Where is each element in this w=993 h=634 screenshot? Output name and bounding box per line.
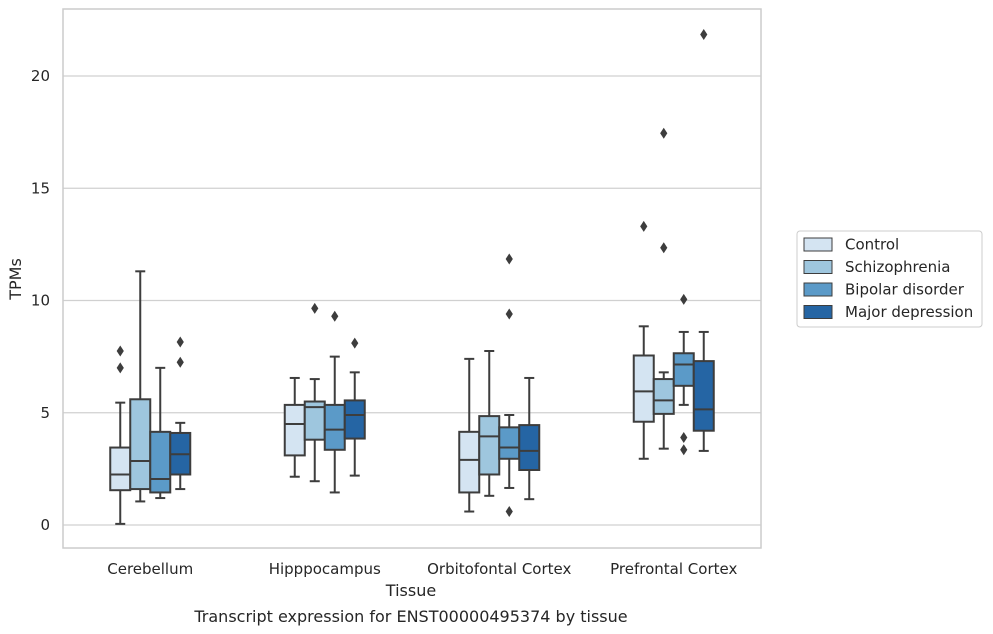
y-tick-labels: 0 5 10 15 20	[31, 67, 50, 534]
box-group	[652, 127, 675, 450]
box	[692, 360, 715, 432]
outlier-point	[311, 302, 319, 314]
box-group	[458, 357, 481, 513]
y-tick-label: 20	[31, 67, 50, 85]
outlier-point	[176, 336, 184, 348]
box-group	[518, 376, 541, 501]
y-tick-label: 5	[40, 404, 50, 422]
box-group	[283, 376, 306, 478]
box-group	[323, 310, 346, 494]
chart-caption: Transcript expression for ENST0000049537…	[193, 607, 627, 626]
box	[652, 378, 675, 415]
box	[109, 446, 132, 492]
box	[518, 424, 541, 471]
box	[129, 398, 152, 491]
box-group	[498, 253, 521, 518]
box-group	[169, 336, 192, 491]
outlier-point	[505, 308, 513, 320]
box	[632, 354, 655, 423]
legend-label: Schizophrenia	[845, 258, 950, 276]
box-group	[672, 293, 695, 456]
box	[149, 430, 172, 494]
x-axis-label: Tissue	[385, 581, 436, 600]
box-group	[129, 270, 152, 503]
legend-swatch	[803, 282, 833, 297]
box-group	[149, 366, 172, 500]
box	[498, 426, 521, 460]
box-group	[109, 345, 132, 525]
legend: Control Schizophrenia Bipolar disorder Majo…	[796, 230, 983, 328]
boxes	[109, 28, 715, 525]
box	[343, 399, 366, 440]
outlier-point	[680, 293, 688, 305]
outlier-point	[680, 431, 688, 443]
legend-swatch	[803, 237, 833, 252]
box-group	[632, 220, 655, 460]
outlier-point	[505, 253, 513, 265]
box-group	[692, 28, 715, 452]
x-tick-label: Orbitofontal Cortex	[427, 560, 571, 578]
box	[283, 403, 306, 457]
outlier-point	[660, 127, 668, 139]
box	[458, 430, 481, 494]
legend-label: Bipolar disorder	[845, 281, 965, 299]
outlier-point	[640, 220, 648, 232]
legend-swatch	[803, 260, 833, 274]
box-group	[303, 302, 326, 483]
box	[478, 415, 501, 476]
x-tick-label: Prefrontal Cortex	[610, 560, 737, 578]
outlier-point	[680, 444, 688, 456]
y-tick-label: 15	[31, 179, 50, 197]
box-group	[478, 350, 501, 497]
legend-label: Major depression	[845, 303, 973, 321]
outlier-point	[116, 345, 124, 357]
x-tick-label: Cerebellum	[107, 560, 193, 578]
y-tick-label: 0	[40, 516, 50, 534]
box-group	[343, 337, 366, 477]
outlier-point	[331, 310, 339, 322]
x-tick-label: Hipppocampus	[269, 560, 381, 578]
outlier-point	[700, 28, 708, 40]
y-tick-label: 10	[31, 292, 50, 310]
x-tick-labels: Cerebellum Hipppocampus Orbitofontal Corte…	[107, 560, 737, 578]
outlier-point	[660, 242, 668, 254]
outlier-point	[176, 356, 184, 368]
y-axis-label: TPMs	[6, 258, 25, 301]
box	[672, 352, 695, 387]
legend-swatch	[803, 305, 833, 319]
plot-frame	[62, 8, 762, 549]
outlier-point	[505, 506, 513, 518]
legend-frame	[796, 230, 983, 328]
outlier-point	[116, 362, 124, 374]
box	[323, 403, 346, 451]
outlier-point	[351, 337, 359, 349]
legend-label: Control	[845, 236, 899, 254]
